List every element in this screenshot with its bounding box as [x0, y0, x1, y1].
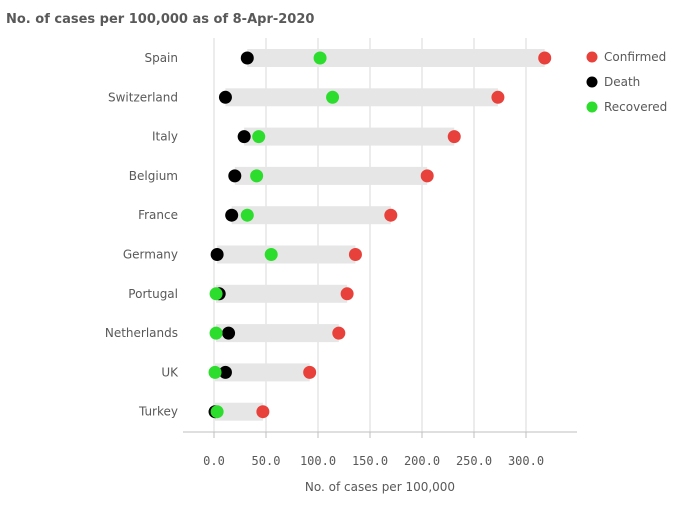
- category-label: Turkey: [138, 405, 178, 419]
- point-death: [218, 365, 232, 379]
- range-bar: [247, 49, 545, 67]
- category-label: Italy: [152, 130, 178, 144]
- x-tick-label: 300.0: [508, 454, 544, 468]
- point-recovered: [252, 130, 266, 144]
- legend-marker-recovered: [586, 101, 598, 113]
- legend-marker-death: [586, 76, 598, 88]
- point-recovered: [250, 169, 264, 183]
- range-bar: [216, 284, 348, 303]
- legend-label-death: Death: [604, 75, 640, 89]
- chart-title: No. of cases per 100,000 as of 8-Apr-202…: [6, 12, 314, 27]
- point-confirmed: [303, 365, 317, 379]
- category-label: Spain: [144, 51, 178, 65]
- category-label: Netherlands: [105, 326, 178, 340]
- point-confirmed: [447, 130, 461, 144]
- point-confirmed: [340, 287, 354, 301]
- legend: Confirmed Death Recovered: [586, 50, 667, 114]
- category-label: Belgium: [129, 169, 178, 183]
- point-death: [228, 169, 242, 183]
- range-bar: [216, 324, 339, 343]
- category-label: Portugal: [128, 287, 178, 301]
- category-label: Germany: [123, 248, 178, 262]
- x-tick-label: 0.0: [203, 454, 225, 468]
- x-tick-label: 100.0: [300, 454, 336, 468]
- point-death: [222, 326, 236, 340]
- x-axis: 0.0 50.0 100.0 150.0 200.0 250.0 300.0: [183, 431, 577, 468]
- category-labels: Spain Switzerland Italy Belgium France German…: [105, 51, 179, 419]
- point-confirmed: [332, 326, 346, 340]
- range-bars: [215, 49, 545, 421]
- point-recovered: [209, 326, 223, 340]
- point-death: [237, 130, 251, 144]
- legend-label-confirmed: Confirmed: [604, 50, 666, 64]
- point-confirmed: [256, 405, 270, 419]
- x-tick-label: 150.0: [352, 454, 388, 468]
- point-recovered: [326, 90, 340, 104]
- data-points: [208, 51, 552, 419]
- point-confirmed: [384, 208, 398, 222]
- point-recovered: [264, 248, 278, 261]
- point-recovered: [313, 51, 327, 65]
- point-recovered: [208, 365, 222, 379]
- point-death: [240, 51, 254, 65]
- range-bar: [234, 166, 428, 185]
- x-axis-title: No. of cases per 100,000: [305, 480, 455, 494]
- legend-label-recovered: Recovered: [604, 100, 667, 114]
- category-label: UK: [161, 365, 179, 379]
- x-tick-label: 200.0: [404, 454, 440, 468]
- range-bar: [225, 88, 498, 107]
- point-recovered: [210, 405, 224, 419]
- point-confirmed: [491, 90, 505, 104]
- range-bar: [231, 206, 391, 225]
- range-bar: [217, 245, 356, 264]
- point-death: [225, 208, 239, 222]
- point-recovered: [209, 287, 223, 301]
- range-bar: [244, 127, 455, 146]
- x-tick-label: 250.0: [456, 454, 492, 468]
- point-recovered: [240, 208, 254, 222]
- x-tick-label: 50.0: [252, 454, 281, 468]
- legend-marker-confirmed: [586, 51, 598, 63]
- point-confirmed: [348, 248, 362, 261]
- point-death: [210, 248, 224, 261]
- range-bar: [215, 402, 263, 421]
- range-bar: [215, 363, 310, 382]
- point-confirmed: [538, 51, 552, 65]
- category-label: France: [138, 208, 178, 222]
- point-death: [218, 90, 232, 104]
- category-label: Switzerland: [108, 90, 178, 104]
- point-confirmed: [420, 169, 434, 183]
